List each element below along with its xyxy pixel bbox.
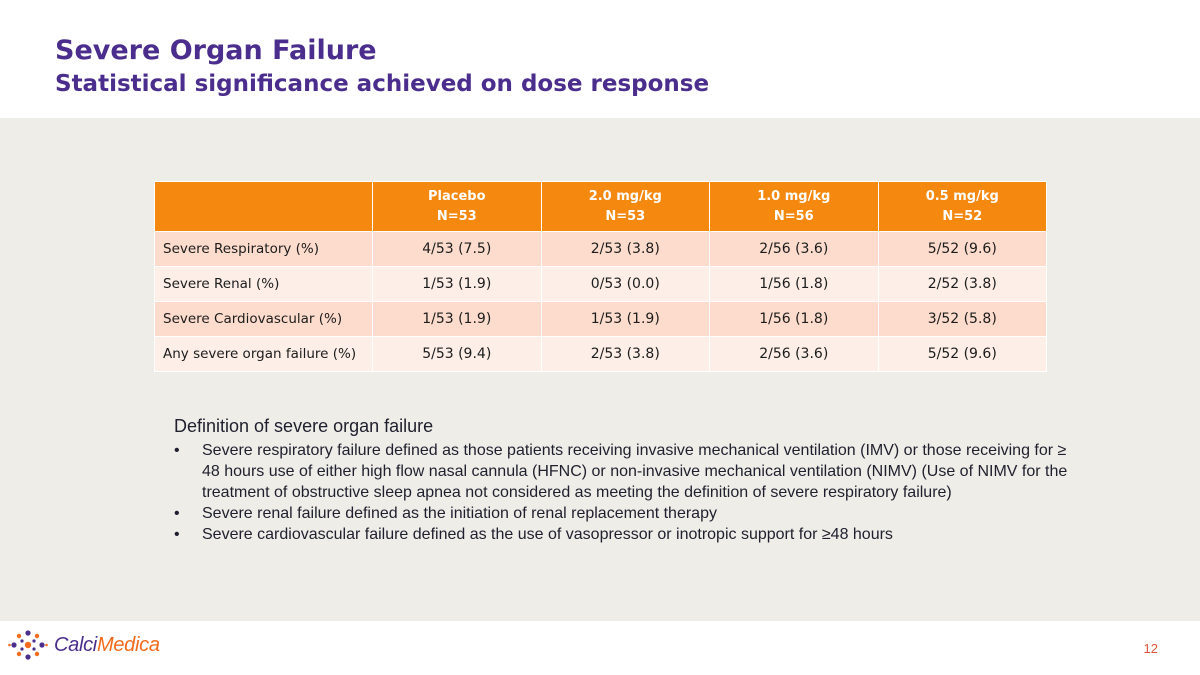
table-cell: 2/52 (3.8) [877,266,1047,302]
table-cell: 5/52 (9.6) [877,231,1047,267]
logo-text-medica: Medica [96,633,160,656]
definition-block: Definition of severe organ failure • Sev… [174,415,1074,545]
table-cell: 5/52 (9.6) [877,336,1047,372]
table-row: Severe Renal (%) 1/53 (1.9) 0/53 (0.0) 1… [154,266,1047,302]
molecule-dots-icon [8,630,48,660]
title-block: Severe Organ Failure Statistical signifi… [55,34,709,100]
column-name: 0.5 mg/kg [925,188,999,204]
definition-text: Severe renal failure defined as the init… [202,505,717,522]
list-item: • Severe respiratory failure defined as … [174,440,1074,503]
column-n: N=56 [773,208,814,224]
logo-text-calci: Calci [54,633,97,656]
bullet-icon: • [174,442,180,459]
table-cell: 2/56 (3.6) [709,336,879,372]
column-header-2mg: 2.0 mg/kg N=53 [540,181,710,232]
row-label: Severe Renal (%) [154,266,373,302]
table-cell: 1/56 (1.8) [709,266,879,302]
row-label: Severe Respiratory (%) [154,231,373,267]
column-n: N=53 [605,208,646,224]
column-name: 1.0 mg/kg [757,188,831,204]
table-header-row: Placebo N=53 2.0 mg/kg N=53 1.0 mg/kg N=… [154,181,1047,232]
bullet-icon: • [174,526,180,543]
table-cell: 3/52 (5.8) [877,301,1047,337]
list-item: • Severe cardiovascular failure defined … [174,524,1074,545]
logo-wordmark: CalciMedica [54,634,160,657]
table-row: Severe Respiratory (%) 4/53 (7.5) 2/53 (… [154,231,1047,267]
table-cell: 2/53 (3.8) [540,231,710,267]
column-name: 2.0 mg/kg [588,188,662,204]
column-header-placebo: Placebo N=53 [372,181,542,232]
table-cell: 2/56 (3.6) [709,231,879,267]
table-cell: 5/53 (9.4) [372,336,542,372]
table-cell: 2/53 (3.8) [540,336,710,372]
row-label: Any severe organ failure (%) [154,336,373,372]
table-row: Severe Cardiovascular (%) 1/53 (1.9) 1/5… [154,301,1047,337]
definition-text: Severe respiratory failure defined as th… [202,442,1068,501]
company-logo: CalciMedica [8,628,160,662]
table-cell: 1/53 (1.9) [372,266,542,302]
slide-subtitle: Statistical significance achieved on dos… [55,71,710,97]
list-item: • Severe renal failure defined as the in… [174,503,1074,524]
table-cell: 4/53 (7.5) [372,231,542,267]
table-cell: 1/53 (1.9) [540,301,710,337]
table-cell: 1/53 (1.9) [372,301,542,337]
column-header-05mg: 0.5 mg/kg N=52 [877,181,1047,232]
slide-title: Severe Organ Failure [55,35,377,66]
column-name: Placebo [427,188,486,204]
definition-list: • Severe respiratory failure defined as … [174,440,1074,545]
table-row: Any severe organ failure (%) 5/53 (9.4) … [154,336,1047,372]
organ-failure-table: Placebo N=53 2.0 mg/kg N=53 1.0 mg/kg N=… [154,181,1047,372]
column-n: N=52 [942,208,983,224]
page-number: 12 [1143,641,1158,656]
table-cell: 0/53 (0.0) [540,266,710,302]
column-n: N=53 [436,208,477,224]
table-cell: 1/56 (1.8) [709,301,879,337]
bullet-icon: • [174,505,180,522]
row-label: Severe Cardiovascular (%) [154,301,373,337]
table-corner-cell [154,181,373,232]
definition-heading: Definition of severe organ failure [174,416,434,436]
column-header-1mg: 1.0 mg/kg N=56 [709,181,879,232]
definition-text: Severe cardiovascular failure defined as… [202,526,893,543]
